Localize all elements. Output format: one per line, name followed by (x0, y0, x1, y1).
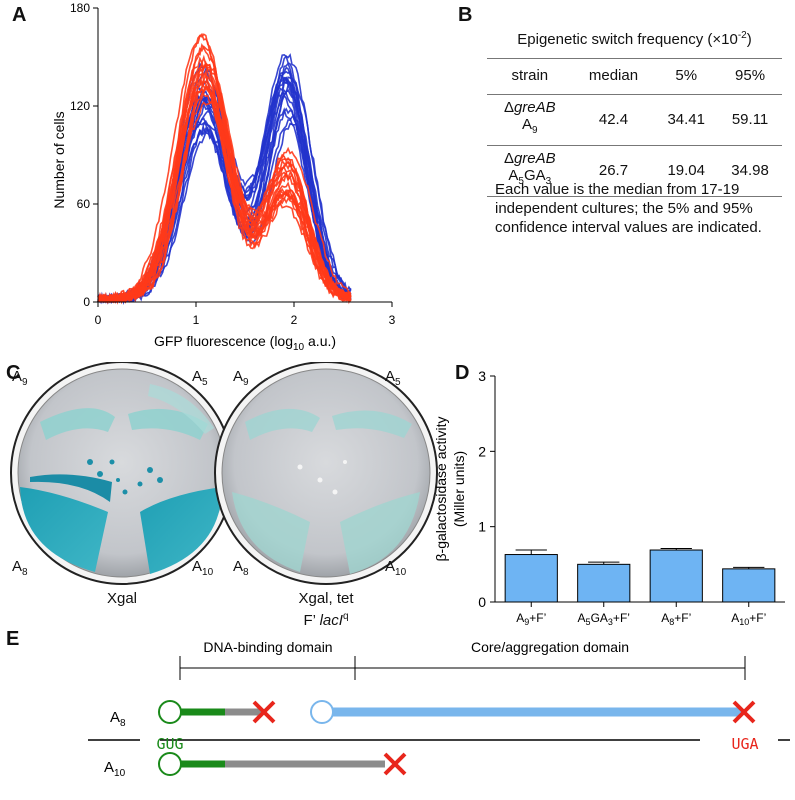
row-strain: ΔgreAB A9 (487, 94, 573, 146)
panel-letter-b: B (458, 4, 473, 26)
row-strain: ΔgreAB A5GA3 (487, 145, 573, 197)
table-row: ΔgreAB A5GA3 26.7 19.04 34.98 (487, 145, 782, 197)
plate1-caption: Xgal (106, 590, 138, 607)
bar-ytick-label: 2 (478, 443, 486, 459)
bar-ylabel-units: (Miller units) (451, 451, 467, 527)
plate1-label-br: A10 (192, 558, 214, 578)
bar-ytick-label: 1 (478, 519, 486, 535)
plate2-caption: Xgal, tet F’ lacIq (298, 590, 354, 629)
stop-codon-label: UGA (731, 735, 758, 753)
histogram-ytick-label: 180 (70, 1, 90, 15)
histogram-xtick-label: 0 (95, 313, 102, 327)
plate2-label-bl: A8 (233, 558, 249, 578)
bar (722, 568, 776, 603)
row-median: 26.7 (572, 145, 655, 197)
a8-label: A8 (110, 709, 126, 729)
plate1-label-bl: A8 (12, 558, 28, 578)
gene-diagram: DNA-binding domain Core/aggregation doma… (88, 639, 790, 779)
bar-category-label: A10+F’ (731, 611, 766, 627)
histogram-xlabel: GFP fluorescence (log10 a.u.) (154, 333, 336, 353)
core-aggregation-domain-label: Core/aggregation domain (471, 639, 629, 655)
header-95pct: 95% (718, 58, 782, 95)
panel-letter-c: C (6, 362, 21, 384)
bar-ytick-label: 0 (478, 594, 486, 610)
bar-category-label: A9+F’ (516, 611, 546, 627)
beta-gal-bar-chart: 0 1 2 3 A9+F’ A5GA3+F’ A8+F’ A10+F’ β-galactos… (433, 368, 785, 627)
plate1-label-tr: A5 (192, 368, 208, 388)
start-codon-label: GUG (156, 735, 183, 753)
row-median: 42.4 (572, 94, 655, 146)
a8-stop-x-icon (252, 700, 276, 724)
header-5pct: 5% (654, 58, 719, 95)
row-95pct: 34.98 (718, 145, 782, 197)
row-5pct: 19.04 (654, 145, 719, 197)
histogram-series-line (97, 86, 352, 303)
histogram-ytick-label: 0 (83, 295, 90, 309)
panel-letter-e: E (6, 628, 20, 650)
histogram-series-line (97, 54, 352, 304)
a8-end-stop-x-icon (732, 700, 756, 724)
header-strain: strain (487, 58, 573, 95)
bar-category-label: A8+F’ (661, 611, 691, 627)
histogram-xtick-label: 1 (193, 313, 200, 327)
histogram-xtick-label: 2 (291, 313, 298, 327)
histogram-ytick-label: 120 (70, 99, 90, 113)
histogram-ytick-label: 60 (77, 197, 91, 211)
plate2-label-br: A10 (385, 558, 407, 578)
plate-xgal-tet (214, 362, 438, 585)
bar (577, 563, 631, 603)
panel-letter-d: D (455, 362, 470, 384)
header-median: median (572, 58, 655, 95)
plate1-label-tl: A9 (12, 368, 28, 388)
table-note: Each value is the median from 17-19 inde… (495, 181, 762, 236)
a8-reinitiation-circle-icon (310, 700, 334, 724)
histogram-series-line (97, 75, 352, 304)
table-row: ΔgreAB A9 42.4 34.41 59.11 (487, 94, 782, 146)
a10-start-circle-icon (158, 752, 182, 776)
a10-label: A10 (104, 759, 126, 779)
dna-binding-domain-label: DNA-binding domain (203, 639, 332, 655)
bar-ylabel: β-galactosidase activity (433, 416, 449, 561)
table-header-row: strain median 5% 95% (487, 58, 782, 95)
bar (649, 549, 703, 603)
table-title: Epigenetic switch frequency (×10-2) (517, 30, 752, 48)
agar-plates-figure (10, 362, 438, 585)
histogram-ylabel: Number of cells (51, 111, 67, 208)
histogram-series-lines (97, 32, 352, 306)
panel-letter-a: A (12, 4, 27, 26)
a10-stop-x-icon (383, 752, 407, 776)
a8-start-circle-icon (158, 700, 182, 724)
switch-frequency-table: Epigenetic switch frequency (×10-2) stra… (487, 30, 782, 197)
bar-ytick-label: 3 (478, 368, 486, 384)
histogram-chart: 0 1 2 3 0 60 120 180 Number of cells GFP fluore… (51, 1, 396, 353)
plate-xgal (10, 362, 234, 585)
row-5pct: 34.41 (654, 94, 719, 146)
plate2-label-tr: A5 (385, 368, 401, 388)
histogram-series-line (97, 86, 352, 305)
bar-category-label: A5GA3+F’ (578, 611, 630, 627)
plate2-label-tl: A9 (233, 368, 249, 388)
bar (504, 554, 558, 603)
histogram-xtick-label: 3 (389, 313, 396, 327)
row-95pct: 59.11 (718, 94, 782, 146)
